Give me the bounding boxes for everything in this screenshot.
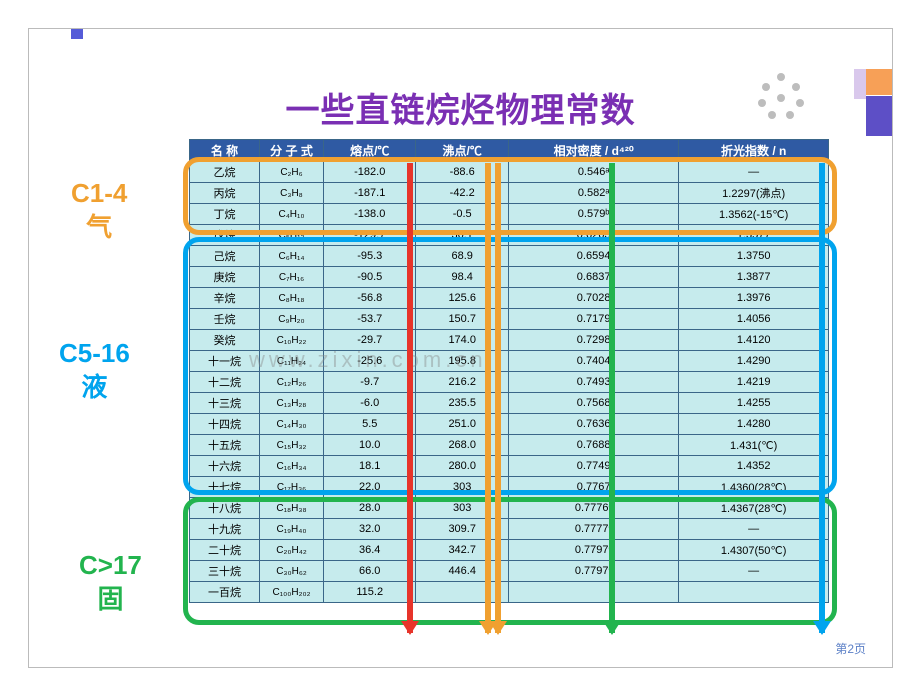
group-solid-state: 固 bbox=[79, 583, 142, 617]
group-gas-state: 气 bbox=[71, 211, 127, 245]
trend-arrow-melting bbox=[407, 163, 413, 633]
slide-frame: 一些直链烷烃物理常数 名 称 分 子 式 熔点/℃ 沸点/℃ 相对密度 / d⁴… bbox=[28, 28, 893, 668]
page-title: 一些直链烷烃物理常数 bbox=[29, 83, 892, 132]
group-liquid-range: C5-16 bbox=[59, 337, 130, 371]
trend-arrow-refraction bbox=[819, 163, 825, 633]
trend-arrow-boiling-2 bbox=[495, 163, 501, 633]
group-gas-range: C1-4 bbox=[71, 177, 127, 211]
group-box-liquid bbox=[183, 237, 837, 495]
group-label-solid: C>17 固 bbox=[79, 549, 142, 617]
group-label-gas: C1-4 气 bbox=[71, 177, 127, 245]
group-box-solid bbox=[183, 497, 837, 625]
group-box-gas bbox=[183, 157, 837, 235]
group-liquid-state: 液 bbox=[59, 371, 130, 405]
trend-arrow-boiling-1 bbox=[485, 163, 491, 633]
group-label-liquid: C5-16 液 bbox=[59, 337, 130, 405]
page-number: 第2页 bbox=[835, 640, 866, 657]
accent-top bbox=[71, 29, 83, 39]
trend-arrow-density bbox=[609, 163, 615, 633]
group-solid-range: C>17 bbox=[79, 549, 142, 583]
